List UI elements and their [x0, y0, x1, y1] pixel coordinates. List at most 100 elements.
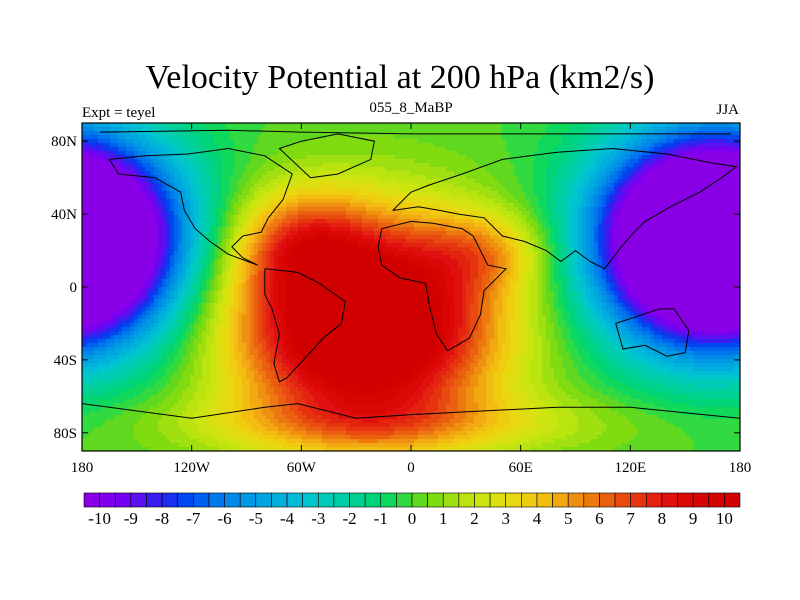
field-cell	[586, 211, 591, 216]
field-cell	[710, 123, 715, 128]
field-cell	[214, 187, 219, 192]
field-cell	[370, 155, 375, 160]
field-cell	[638, 159, 643, 164]
field-cell	[306, 139, 311, 144]
field-cell	[610, 163, 615, 168]
field-cell	[150, 183, 155, 188]
field-cell	[254, 211, 259, 216]
field-cell	[382, 211, 387, 216]
field-cell	[570, 127, 575, 132]
field-cell	[314, 147, 319, 152]
field-cell	[310, 151, 315, 156]
field-cell	[590, 187, 595, 192]
field-cell	[438, 175, 443, 180]
field-cell	[150, 143, 155, 148]
field-cell	[218, 131, 223, 136]
field-cell	[90, 243, 95, 248]
field-cell	[466, 235, 471, 240]
field-cell	[462, 163, 467, 168]
field-cell	[406, 187, 411, 192]
field-cell	[166, 155, 171, 160]
field-cell	[310, 191, 315, 196]
field-cell	[630, 151, 635, 156]
field-cell	[614, 203, 619, 208]
field-cell	[438, 147, 443, 152]
field-cell	[690, 155, 695, 160]
field-cell	[690, 151, 695, 156]
field-cell	[418, 231, 423, 236]
field-cell	[166, 203, 171, 208]
field-cell	[494, 195, 499, 200]
field-cell	[530, 155, 535, 160]
field-cell	[646, 159, 651, 164]
field-cell	[570, 219, 575, 224]
field-cell	[550, 139, 555, 144]
field-cell	[202, 127, 207, 132]
field-cell	[270, 171, 275, 176]
field-cell	[354, 235, 359, 240]
field-cell	[678, 123, 683, 128]
field-cell	[626, 163, 631, 168]
field-cell	[190, 215, 195, 220]
field-cell	[734, 223, 739, 228]
field-cell	[678, 135, 683, 140]
field-cell	[462, 135, 467, 140]
field-cell	[366, 127, 371, 132]
field-cell	[194, 195, 199, 200]
field-cell	[538, 183, 543, 188]
field-cell	[206, 187, 211, 192]
field-cell	[82, 163, 87, 168]
field-cell	[650, 155, 655, 160]
field-cell	[134, 171, 139, 176]
field-cell	[478, 227, 483, 232]
field-cell	[118, 123, 123, 128]
field-cell	[230, 175, 235, 180]
field-cell	[282, 183, 287, 188]
field-cell	[554, 159, 559, 164]
field-cell	[162, 231, 167, 236]
field-cell	[450, 235, 455, 240]
field-cell	[346, 147, 351, 152]
field-cell	[574, 199, 579, 204]
field-cell	[702, 223, 707, 228]
field-cell	[186, 227, 191, 232]
field-cell	[558, 139, 563, 144]
field-cell	[110, 183, 115, 188]
field-cell	[190, 211, 195, 216]
field-cell	[430, 147, 435, 152]
field-cell	[502, 143, 507, 148]
field-cell	[470, 163, 475, 168]
field-cell	[478, 191, 483, 196]
field-cell	[670, 199, 675, 204]
field-cell	[282, 155, 287, 160]
field-cell	[706, 203, 711, 208]
field-cell	[90, 227, 95, 232]
field-cell	[418, 131, 423, 136]
field-cell	[366, 123, 371, 128]
field-cell	[158, 135, 163, 140]
field-cell	[270, 227, 275, 232]
field-cell	[542, 199, 547, 204]
field-cell	[142, 231, 147, 236]
field-cell	[522, 187, 527, 192]
field-cell	[610, 179, 615, 184]
field-cell	[250, 135, 255, 140]
field-cell	[266, 131, 271, 136]
field-cell	[170, 211, 175, 216]
field-cell	[346, 227, 351, 232]
field-cell	[122, 163, 127, 168]
field-cell	[94, 223, 99, 228]
field-cell	[334, 171, 339, 176]
field-cell	[246, 155, 251, 160]
field-cell	[414, 239, 419, 244]
field-cell	[230, 207, 235, 212]
field-cell	[466, 203, 471, 208]
field-cell	[614, 131, 619, 136]
field-cell	[426, 191, 431, 196]
field-cell	[346, 219, 351, 224]
field-cell	[146, 155, 151, 160]
field-cell	[522, 163, 527, 168]
field-cell	[378, 147, 383, 152]
field-cell	[722, 139, 727, 144]
field-cell	[206, 199, 211, 204]
